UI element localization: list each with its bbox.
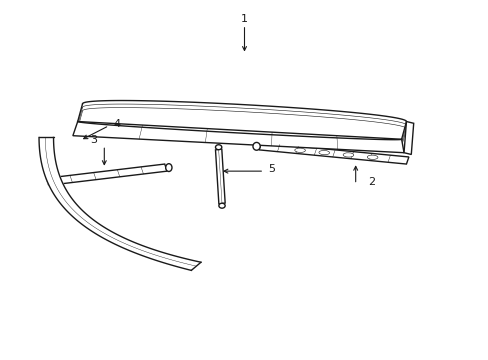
Polygon shape — [46, 164, 167, 185]
Text: 5: 5 — [267, 164, 274, 174]
Text: 2: 2 — [367, 177, 374, 187]
Polygon shape — [259, 143, 408, 164]
Ellipse shape — [215, 145, 222, 150]
Text: 4: 4 — [113, 119, 120, 129]
Polygon shape — [39, 138, 201, 270]
Polygon shape — [73, 122, 403, 153]
Polygon shape — [215, 149, 224, 204]
Text: 3: 3 — [90, 135, 97, 145]
Text: 1: 1 — [241, 14, 247, 24]
Ellipse shape — [318, 150, 329, 155]
Ellipse shape — [252, 143, 260, 150]
Ellipse shape — [366, 155, 377, 159]
Polygon shape — [403, 122, 413, 154]
Ellipse shape — [165, 164, 172, 171]
Ellipse shape — [294, 148, 305, 152]
Ellipse shape — [219, 203, 224, 208]
Polygon shape — [78, 100, 406, 140]
Ellipse shape — [343, 153, 353, 157]
